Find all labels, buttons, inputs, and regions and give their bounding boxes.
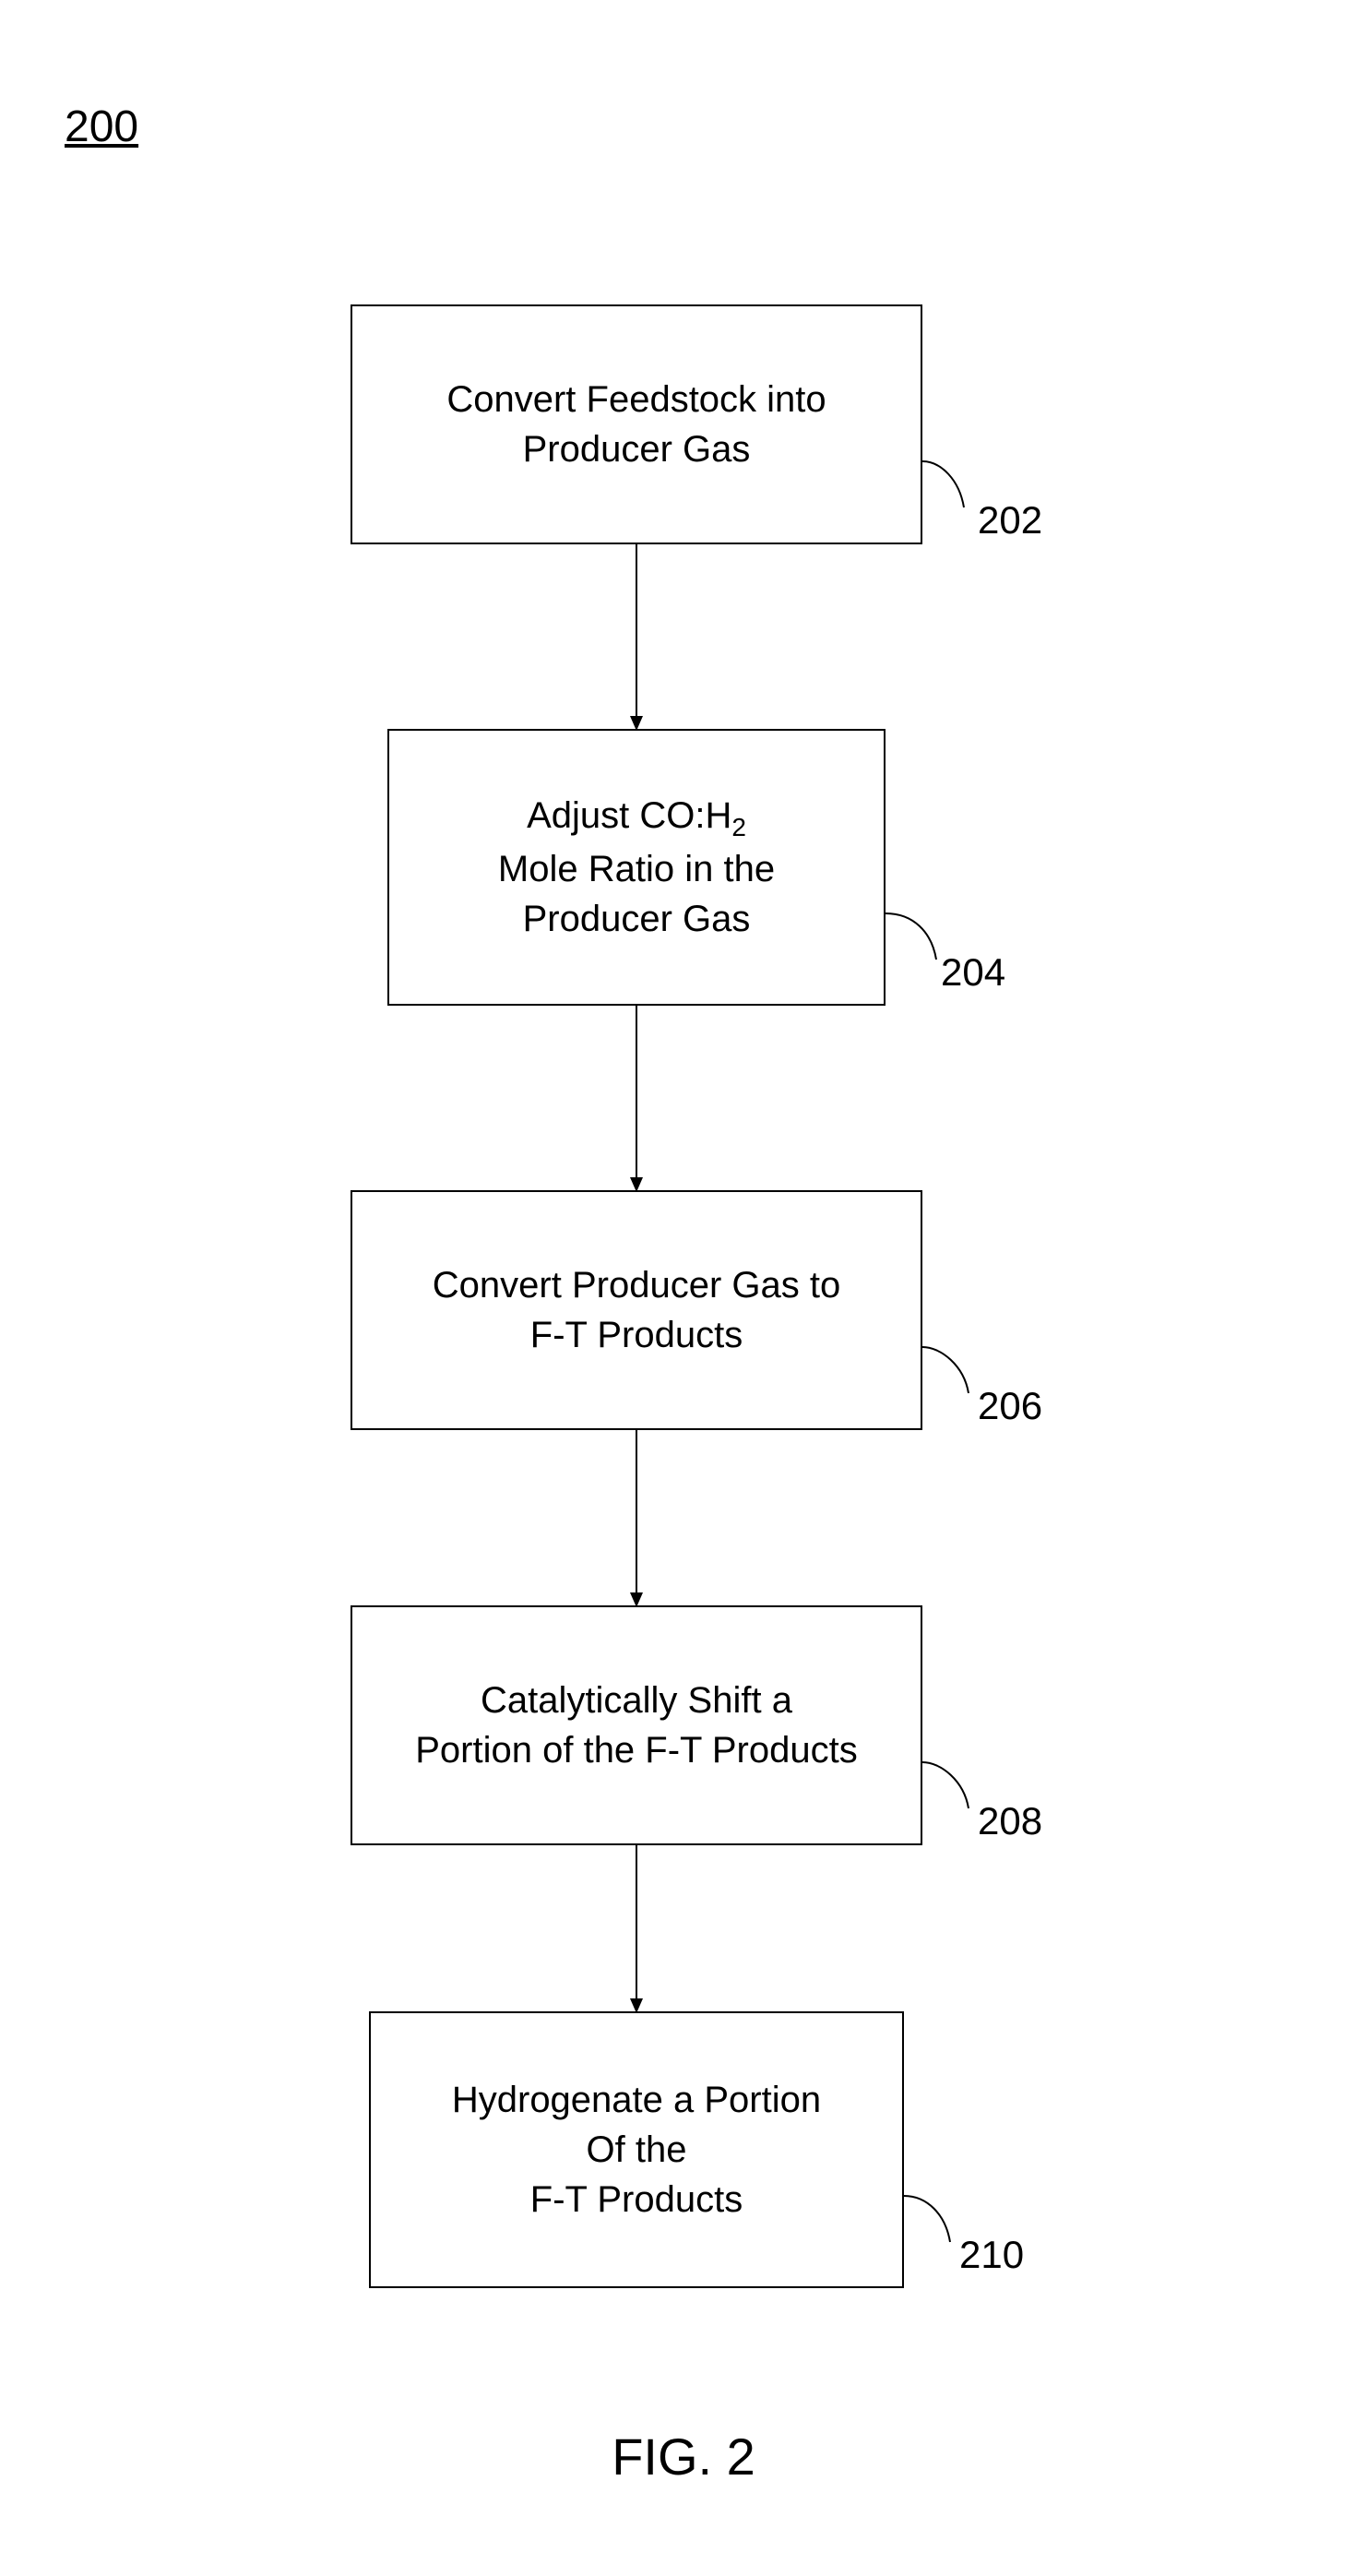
flow-node-204: Adjust CO:H2 Mole Ratio in the Producer … — [387, 729, 886, 1006]
leader-204 — [886, 913, 936, 960]
node-ref-208: 208 — [978, 1799, 1042, 1843]
leader-210 — [904, 2196, 950, 2242]
node-text: Catalytically Shift a Portion of the F-T… — [415, 1676, 857, 1775]
flow-node-202: Convert Feedstock into Producer Gas — [351, 304, 922, 544]
figure-caption: FIG. 2 — [0, 2427, 1367, 2487]
leader-208 — [922, 1762, 969, 1808]
flow-node-208: Catalytically Shift a Portion of the F-T… — [351, 1605, 922, 1845]
node-text: Hydrogenate a Portion Of the F-T Product… — [452, 2075, 821, 2224]
node-ref-204: 204 — [941, 950, 1005, 995]
node-text: Convert Producer Gas to F-T Products — [433, 1260, 840, 1360]
node-text: Convert Feedstock into Producer Gas — [446, 375, 826, 474]
flow-node-206: Convert Producer Gas to F-T Products — [351, 1190, 922, 1430]
flow-node-210: Hydrogenate a Portion Of the F-T Product… — [369, 2011, 904, 2288]
node-text: Adjust CO:H2 Mole Ratio in the Producer … — [498, 791, 775, 945]
node-ref-210: 210 — [959, 2233, 1024, 2277]
leader-206 — [922, 1347, 969, 1393]
figure-number: 200 — [65, 101, 138, 152]
leader-202 — [922, 461, 964, 507]
node-ref-202: 202 — [978, 498, 1042, 543]
node-ref-206: 206 — [978, 1384, 1042, 1428]
